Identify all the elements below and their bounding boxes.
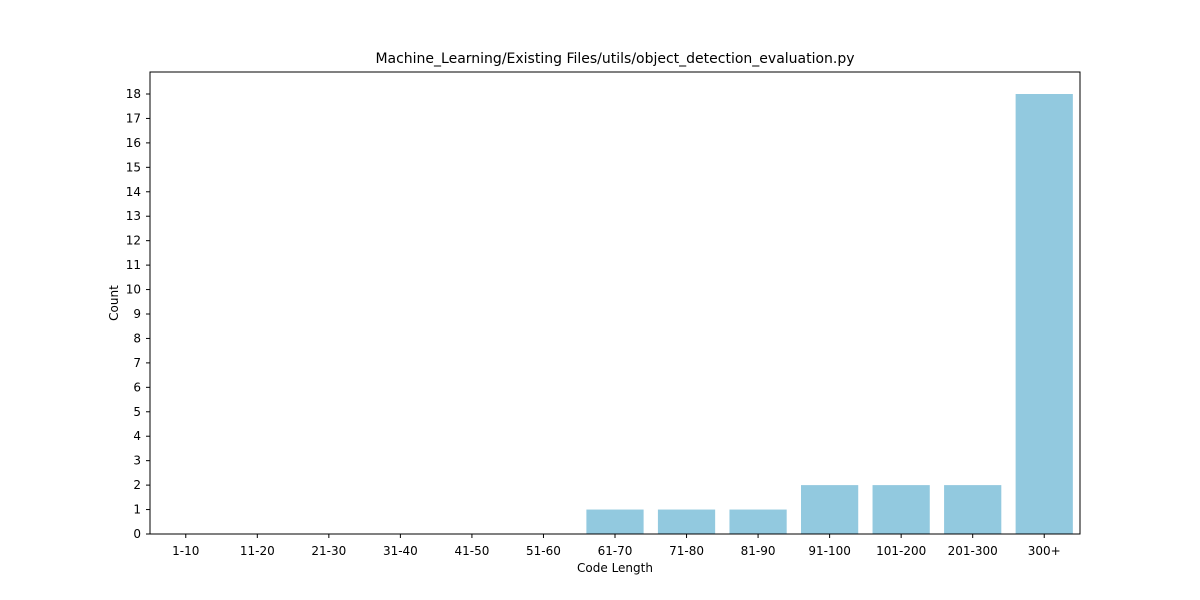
y-tick-label: 11 [126,258,141,272]
bar-61-70 [586,509,644,534]
y-tick-label: 15 [126,160,141,174]
y-tick-label: 18 [126,87,141,101]
chart-title: Machine_Learning/Existing Files/utils/ob… [375,51,854,67]
y-tick-label: 8 [133,331,141,345]
y-tick-label: 7 [133,356,141,370]
bar-201-300 [944,485,1002,534]
y-tick-label: 5 [133,405,141,419]
y-tick-label: 1 [133,503,141,517]
x-tick-label: 1-10 [172,544,199,558]
y-axis-label: Count [107,285,121,321]
plot-area: 1-10 11-20 21-30 31-40 41-50 51-60 61-70 71-80 8… [126,71,1081,558]
y-tick-label: 16 [126,136,141,150]
x-axis-label: Code Length [577,561,653,575]
y-tick-label: 9 [133,307,141,321]
y-tick-label: 10 [126,283,141,297]
y-tick-label: 12 [126,234,141,248]
x-tick-label: 11-20 [240,544,275,558]
plot-frame [149,71,1081,535]
x-tick-label: 101-200 [876,544,926,558]
bar-71-80 [657,509,716,534]
x-tick-label: 201-300 [948,544,998,558]
y-tick-label: 6 [133,380,141,394]
bar-81-90 [729,509,787,534]
x-tick-label: 71-80 [669,544,704,558]
bar-91-100 [801,485,859,534]
x-tick-label: 41-50 [454,544,489,558]
y-tick-label: 17 [126,111,141,125]
y-tick-label: 2 [133,478,141,492]
y-tick-label: 13 [126,209,141,223]
x-tick-label: 51-60 [526,544,561,558]
x-tick-label: 91-100 [808,544,851,558]
bar-300+ [1015,94,1073,534]
y-tick-label: 4 [133,429,141,443]
y-tick-label: 0 [133,527,141,541]
bar-101-200 [872,485,930,534]
x-tick-label: 300+ [1028,544,1061,558]
x-tick-label: 31-40 [383,544,418,558]
x-tick-label: 81-90 [741,544,776,558]
x-tick-label: 21-30 [311,544,346,558]
y-tick-label: 14 [126,185,141,199]
x-tick-label: 61-70 [598,544,633,558]
y-tick-label: 3 [133,454,141,468]
